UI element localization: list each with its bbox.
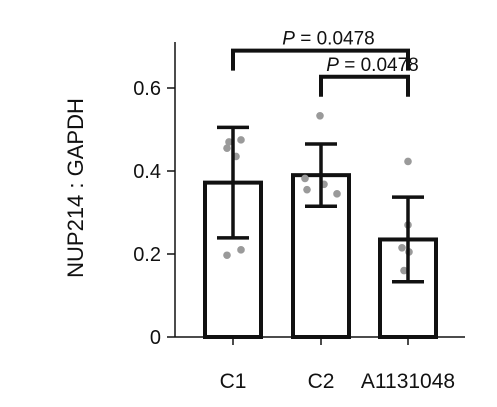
significance-bracket <box>231 48 410 71</box>
data-point <box>398 243 406 252</box>
x-tick-label: C2 <box>308 370 335 393</box>
data-point <box>237 136 245 144</box>
data-point <box>333 190 341 198</box>
p-symbol: P <box>326 55 339 76</box>
y-tick-label: 0.4 <box>133 161 161 183</box>
data-point <box>301 174 309 183</box>
y-axis-label: NUP214 : GAPDH <box>63 98 88 278</box>
y-tick-label: 0.2 <box>133 244 161 266</box>
data-point <box>400 266 408 275</box>
significance-label: P = 0.0478 <box>326 55 418 76</box>
error-bars <box>217 125 424 284</box>
y-tick-label: 0 <box>150 327 161 349</box>
x-tick-label: A1131048 <box>361 370 455 393</box>
significance-bracket <box>319 74 410 97</box>
data-point <box>404 157 412 166</box>
data-point <box>303 185 311 194</box>
data-point <box>223 251 231 260</box>
y-tick-label: 0.6 <box>133 78 161 100</box>
data-point <box>225 138 233 146</box>
p-value: = 0.0478 <box>339 55 419 76</box>
data-point <box>237 246 245 254</box>
x-tick-label: C1 <box>220 370 247 393</box>
data-point <box>223 144 231 152</box>
x-tick-labels: C1 C2 A1131048 <box>220 337 455 393</box>
p-value: = 0.0478 <box>295 29 375 50</box>
data-point <box>316 112 324 120</box>
y-ticks: 0 0.2 0.4 0.6 <box>133 78 175 349</box>
p-symbol: P <box>282 29 295 50</box>
significance-label: P = 0.0478 <box>282 29 374 50</box>
